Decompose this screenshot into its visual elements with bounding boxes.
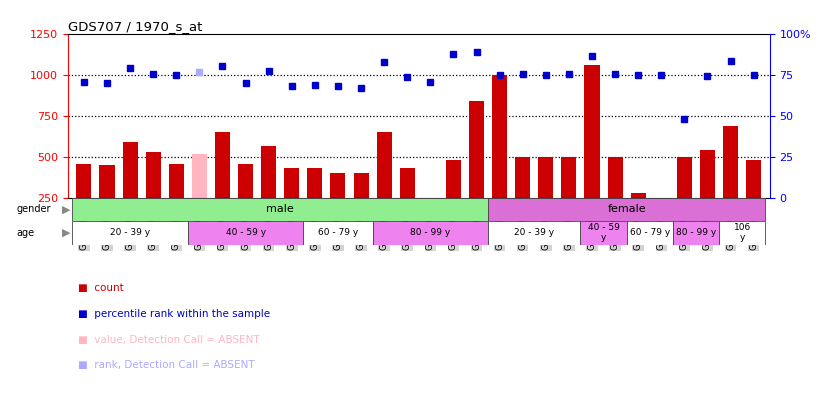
Bar <box>673 220 719 245</box>
Text: gender: gender <box>17 204 51 214</box>
Text: 20 - 39 y: 20 - 39 y <box>110 228 150 237</box>
Bar <box>488 220 581 245</box>
Bar <box>145 152 161 239</box>
Bar <box>653 198 669 239</box>
Bar <box>303 220 373 245</box>
Bar <box>627 220 673 245</box>
Bar <box>469 101 484 239</box>
Text: 106
y: 106 y <box>733 223 751 243</box>
Text: 20 - 39 y: 20 - 39 y <box>515 228 554 237</box>
Bar <box>488 198 765 220</box>
Text: 60 - 79 y: 60 - 79 y <box>318 228 358 237</box>
Bar <box>446 160 461 239</box>
Bar <box>539 157 553 239</box>
Bar <box>76 164 92 239</box>
Text: ▶: ▶ <box>62 204 70 214</box>
Bar <box>373 220 488 245</box>
Bar <box>261 145 276 239</box>
Bar <box>515 157 530 239</box>
Bar <box>723 126 738 239</box>
Bar <box>377 132 392 239</box>
Bar <box>73 198 488 220</box>
Text: age: age <box>17 228 35 238</box>
Bar <box>585 66 600 239</box>
Bar <box>284 168 299 239</box>
Bar <box>581 220 627 245</box>
Bar <box>330 173 345 239</box>
Text: ■  rank, Detection Call = ABSENT: ■ rank, Detection Call = ABSENT <box>78 360 255 370</box>
Bar <box>307 168 322 239</box>
Text: 60 - 79 y: 60 - 79 y <box>629 228 670 237</box>
Text: male: male <box>266 204 294 214</box>
Bar <box>400 168 415 239</box>
Text: ■  percentile rank within the sample: ■ percentile rank within the sample <box>78 309 271 319</box>
Text: 40 - 59 y: 40 - 59 y <box>225 228 266 237</box>
Bar <box>719 220 765 245</box>
Bar <box>188 220 303 245</box>
Text: ■  count: ■ count <box>78 284 124 294</box>
Bar <box>192 154 206 239</box>
Text: ▶: ▶ <box>62 228 70 238</box>
Bar <box>492 75 507 239</box>
Bar <box>676 157 692 239</box>
Text: ■  value, Detection Call = ABSENT: ■ value, Detection Call = ABSENT <box>78 335 260 345</box>
Text: female: female <box>607 204 646 214</box>
Bar <box>423 206 438 239</box>
Text: 80 - 99 y: 80 - 99 y <box>676 228 716 237</box>
Bar <box>700 151 715 239</box>
Bar <box>562 157 577 239</box>
Bar <box>631 193 646 239</box>
Text: GDS707 / 1970_s_at: GDS707 / 1970_s_at <box>68 20 202 33</box>
Text: 80 - 99 y: 80 - 99 y <box>411 228 450 237</box>
Bar <box>99 165 115 239</box>
Bar <box>354 173 368 239</box>
Bar <box>746 160 762 239</box>
Text: 40 - 59
y: 40 - 59 y <box>587 223 620 243</box>
Bar <box>238 164 253 239</box>
Bar <box>73 220 188 245</box>
Bar <box>608 157 623 239</box>
Bar <box>215 132 230 239</box>
Bar <box>122 142 138 239</box>
Bar <box>169 164 184 239</box>
